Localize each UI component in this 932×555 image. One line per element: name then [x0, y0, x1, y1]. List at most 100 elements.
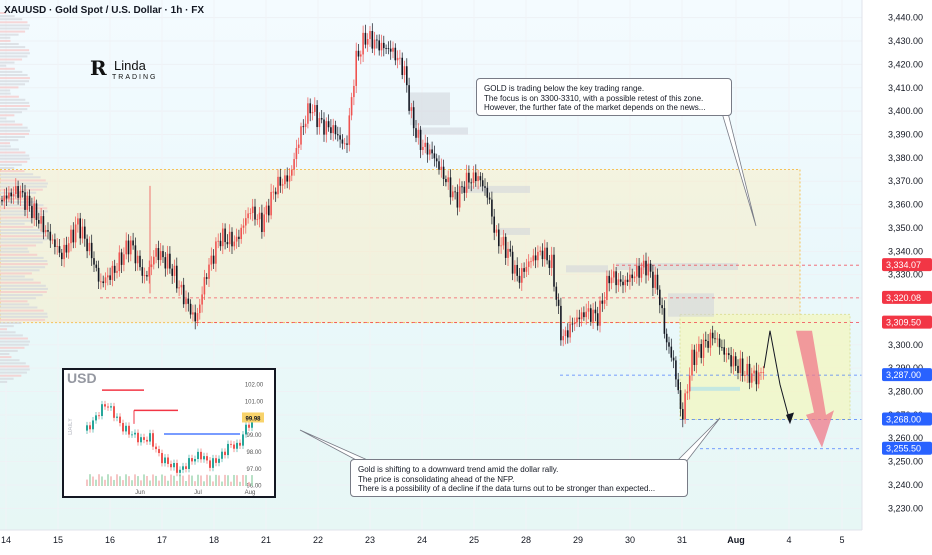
candle-body — [88, 242, 91, 252]
candle-body — [380, 42, 383, 51]
note-line: The focus is on 3300-3310, with a possib… — [484, 93, 704, 103]
order-block — [410, 92, 450, 126]
candle-body — [613, 271, 615, 278]
candle-body — [251, 206, 254, 213]
y-tick-label: 3,440.00 — [888, 13, 923, 23]
volume-profile-bar — [0, 160, 28, 163]
candle-body — [583, 312, 585, 318]
volume-profile-bar — [0, 337, 28, 340]
candle-body — [532, 255, 535, 262]
candle-body — [314, 105, 316, 112]
inset-volume-bar — [218, 475, 220, 486]
inset-volume-bar — [227, 475, 229, 486]
volume-profile-bar — [0, 253, 38, 256]
x-tick-label: 23 — [365, 535, 375, 545]
candle-body — [394, 47, 397, 61]
candle-body — [286, 175, 288, 182]
y-tick-label: 3,340.00 — [888, 246, 923, 256]
candle-body — [403, 66, 406, 75]
zones — [0, 12, 851, 421]
candle-body — [695, 351, 698, 365]
inset-candle-body — [101, 404, 103, 416]
candle-body — [649, 263, 652, 272]
candle-body — [26, 195, 29, 210]
inset-candle-body — [146, 439, 148, 442]
candle-body — [84, 226, 86, 239]
volume-profile-bar — [0, 232, 46, 235]
candle-body — [228, 231, 231, 245]
candle-body — [270, 191, 272, 216]
inset-volume-bar — [152, 474, 154, 486]
annotation-bottom[interactable]: Gold is shifting to a downward trend ami… — [350, 459, 688, 497]
decline-arrow — [796, 330, 834, 448]
candle-body — [408, 85, 410, 111]
inset-candle-body — [137, 432, 139, 443]
inset-volume-bar — [224, 474, 226, 486]
candle-body — [327, 121, 330, 128]
candle-body — [410, 107, 413, 111]
candle-body — [429, 149, 431, 155]
candle-body — [592, 309, 594, 322]
candle-body — [127, 240, 130, 255]
projection — [299, 112, 834, 463]
candle-body — [596, 313, 599, 326]
x-tick-label: 31 — [677, 535, 687, 545]
volume-profile-bar — [0, 272, 32, 275]
candle-body — [401, 57, 403, 75]
candle-body — [332, 125, 334, 134]
candle-body — [63, 244, 65, 260]
candle-body — [449, 177, 452, 198]
candle-body — [373, 39, 376, 49]
volume-profile-bar — [0, 213, 46, 216]
usd-inset-chart[interactable]: USD DAILY 102.00101.00100.0099.0098.0097… — [62, 368, 276, 498]
candle-body — [525, 266, 528, 272]
candle-body — [456, 192, 459, 208]
inset-candle-body — [155, 446, 157, 450]
inset-tick-label: 96.00 — [246, 484, 262, 490]
volume-profile-bar — [0, 145, 11, 148]
x-tick-label: 5 — [839, 535, 844, 545]
volume-profile-bar — [0, 269, 40, 272]
inset-candle-body — [215, 458, 217, 463]
price-tag-text: 3,268.00 — [886, 415, 921, 425]
candle-body — [534, 255, 537, 261]
candle-body — [721, 347, 723, 349]
candle-body — [61, 252, 63, 260]
candle-body — [744, 374, 746, 376]
candle-body — [318, 118, 321, 128]
candle-body — [392, 47, 394, 52]
volume-profile-bar — [0, 39, 11, 42]
inset-candle-body — [98, 415, 100, 417]
annotation-top[interactable]: GOLD is trading below the key trading ra… — [476, 78, 732, 116]
volume-profile-bar — [0, 12, 6, 14]
candle-body — [353, 85, 355, 98]
candle-body — [116, 271, 118, 273]
candle-body — [169, 253, 171, 269]
volume-profile-bar — [0, 377, 14, 380]
candle-body — [1, 199, 3, 202]
candle-body — [383, 42, 385, 49]
inset-volume-bar — [158, 480, 160, 486]
candle-body — [631, 274, 633, 279]
candle-body — [734, 356, 737, 366]
x-tick-label: 15 — [53, 535, 63, 545]
inset-candle-body — [92, 420, 94, 430]
candle-body — [458, 186, 461, 208]
candle-body — [307, 103, 309, 124]
candle-body — [378, 40, 380, 51]
candle-body — [8, 192, 10, 199]
volume-profile-bar — [0, 77, 30, 80]
volume-profile-bar — [0, 151, 26, 154]
volume-profile-bar — [0, 67, 15, 70]
logo-name: Linda — [114, 58, 146, 73]
candle-body — [153, 256, 155, 265]
candle-body — [231, 231, 233, 247]
candle-body — [640, 267, 643, 278]
candle-body — [355, 50, 357, 86]
candle-body — [113, 265, 116, 273]
volume-profile-bar — [0, 92, 11, 95]
y-tick-label: 3,250.00 — [888, 457, 923, 467]
volume-profile-bar — [0, 260, 48, 262]
inset-volume-bar — [98, 474, 100, 486]
candle-body — [208, 264, 210, 279]
